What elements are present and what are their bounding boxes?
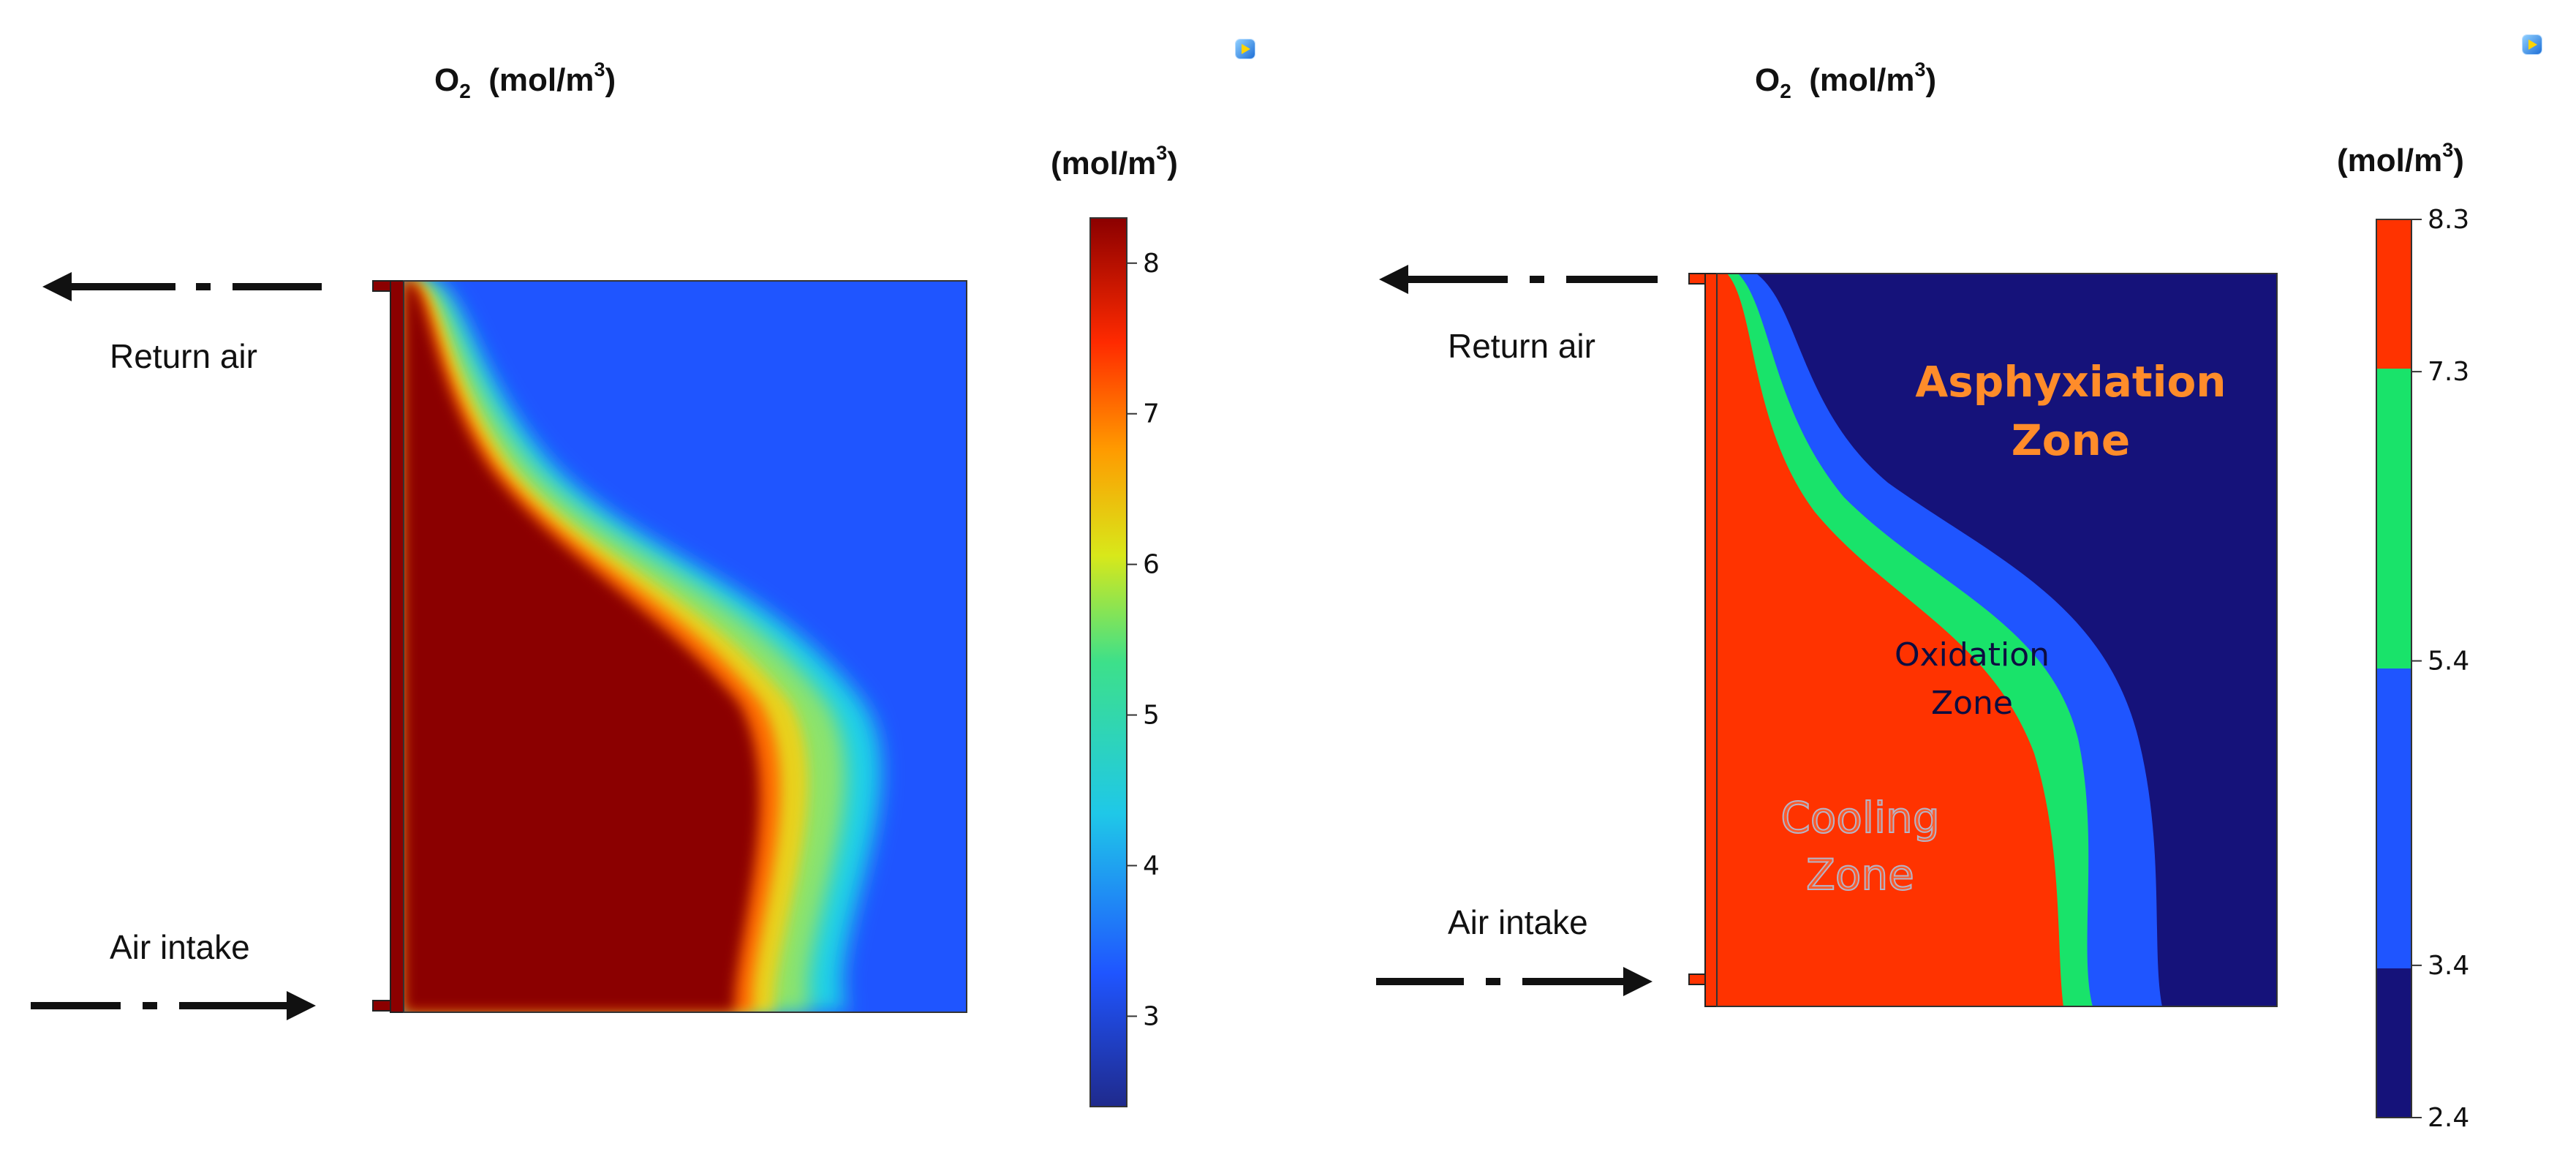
cooling-zone-label-2: Zone <box>1806 850 1914 900</box>
right-colorbar: 8.3 7.3 5.4 3.4 2.4 <box>2376 205 2469 1133</box>
left-panel: O2 (mol/m3) (mol/m3) Return air Air inta… <box>31 39 1255 1107</box>
oxidation-zone-label: Oxidation <box>1895 636 2050 674</box>
left-colorbar-tick-label: 4 <box>1143 851 1160 881</box>
asphyxiation-zone-label: Asphyxiation <box>1915 357 2226 407</box>
cooling-zone-area <box>1717 274 2063 1006</box>
oxidation-zone-label-2: Zone <box>1931 685 2013 722</box>
return-air-arrow <box>1379 265 1658 294</box>
cooling-zone-label: Cooling <box>1780 793 1939 843</box>
app-icon[interactable] <box>1236 39 1255 59</box>
right-colorbar-unit: (mol/m3) <box>2337 139 2464 178</box>
right-colorbar-tick-label: 7.3 <box>2428 357 2469 387</box>
air-intake-label: Air intake <box>110 928 250 966</box>
left-colorbar-tick-label: 8 <box>1143 249 1160 279</box>
right-colorbar-tick-label: 2.4 <box>2428 1103 2469 1133</box>
return-air-label: Return air <box>1448 327 1595 365</box>
left-colorbar: 8 7 6 5 4 3 <box>1089 217 1160 1107</box>
right-plot-title: O2 (mol/m3) <box>1755 59 1937 102</box>
colorbar-segment-asphyxiation <box>2376 968 2411 1118</box>
colorbar-segment-oxidation <box>2376 369 2411 668</box>
colorbar-segment-cooling <box>2376 219 2411 369</box>
air-intake-arrow <box>31 991 316 1020</box>
right-zone-map <box>1717 274 2277 1006</box>
asphyxiation-zone-label-2: Zone <box>2012 415 2131 465</box>
left-colorbar-tick-label: 3 <box>1143 1001 1160 1031</box>
left-colorbar-tick-label: 7 <box>1143 399 1160 429</box>
right-plot-svg: Asphyxiation Zone Oxidation Zone Cooling… <box>1376 205 2469 1133</box>
air-intake-arrow <box>1376 967 1653 996</box>
colorbar-segment-low <box>2376 668 2411 968</box>
left-colorbar-unit: (mol/m3) <box>1051 142 1178 181</box>
left-colorbar-tick-label: 5 <box>1143 701 1160 731</box>
left-concentration-field <box>404 281 967 1012</box>
return-air-label: Return air <box>110 337 257 375</box>
right-colorbar-tick-label: 5.4 <box>2428 647 2469 677</box>
right-colorbar-tick-label: 3.4 <box>2428 951 2469 981</box>
left-plot-svg: 8 7 6 5 4 3 <box>31 217 1160 1107</box>
right-colorbar-tick-label: 8.3 <box>2428 205 2469 235</box>
right-panel: O2 (mol/m3) (mol/m3) Return air Air inta… <box>1288 0 2576 1160</box>
app-icon[interactable] <box>2523 35 2542 54</box>
air-intake-label: Air intake <box>1448 903 1588 941</box>
left-colorbar-tick-label: 6 <box>1143 550 1160 580</box>
left-plot-title: O2 (mol/m3) <box>434 59 616 102</box>
return-air-arrow <box>42 272 322 301</box>
